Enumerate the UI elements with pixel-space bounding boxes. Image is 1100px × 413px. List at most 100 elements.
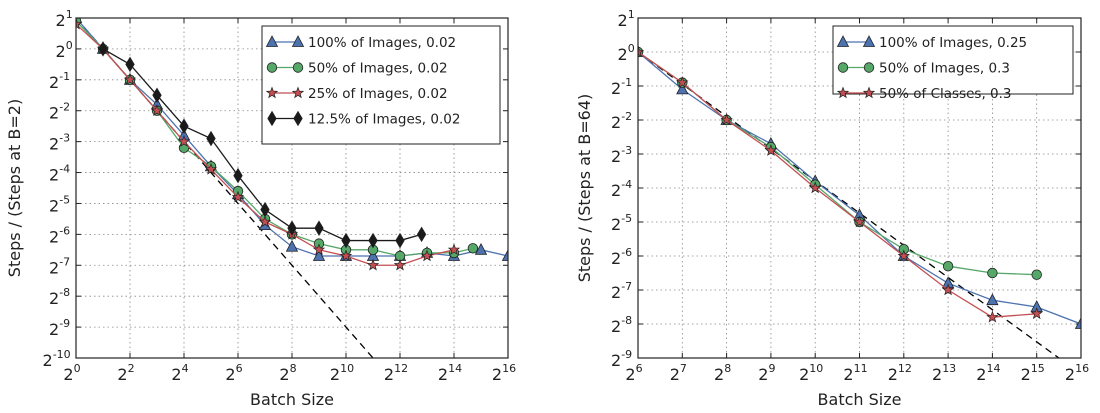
x-tick-label: 20	[63, 362, 80, 384]
legend-entry: 50% of Classes, 0.3	[836, 86, 1012, 102]
x-tick-label: 212	[888, 362, 912, 384]
y-axis-label: Steps / (Steps at B=2)	[5, 99, 24, 277]
data-point-star	[809, 181, 822, 194]
legend-label: 25% of Images, 0.02	[308, 86, 448, 102]
ticks: 20 22 24 26 28 210 212 214 216 21 20 2-1 2-2 2-3 2-4 2-…	[43, 8, 517, 384]
data-point-triangle	[312, 249, 326, 261]
y-tick-label: 2-9	[49, 317, 70, 339]
data-point-diamond	[152, 87, 162, 104]
data-point-triangle	[501, 249, 508, 261]
data-point-star	[862, 86, 876, 99]
data-point-diamond	[267, 110, 277, 127]
y-tick-label: 2-5	[49, 193, 70, 215]
x-tick-label: 216	[492, 362, 516, 384]
legend-label: 100% of Images, 0.02	[308, 35, 456, 51]
x-tick-label: 27	[670, 362, 687, 384]
data-point-star	[366, 258, 380, 271]
x-tick-label: 24	[171, 362, 188, 384]
y-tick-label: 21	[618, 8, 635, 30]
chart-right: 26 27 28 29 210 211 212 213 214 215 216 21 20 2-1 2-2 2…	[575, 8, 1089, 409]
y-tick-label: 2-6	[49, 224, 70, 246]
data-point-star	[393, 258, 407, 271]
data-point-diamond	[341, 232, 351, 249]
data-point-star	[265, 86, 279, 99]
data-point-diamond	[395, 232, 405, 249]
legend-label: 50% of Images, 0.3	[879, 61, 1010, 77]
x-tick-label: 22	[117, 362, 134, 384]
y-tick-label: 2-8	[611, 314, 632, 336]
data-point-star	[312, 243, 326, 256]
y-tick-label: 2-7	[611, 280, 632, 302]
data-point-circle	[467, 243, 479, 254]
data-point-star	[204, 162, 218, 175]
data-point-triangle	[676, 82, 689, 95]
data-point-star	[447, 243, 461, 256]
data-point-triangle	[291, 35, 305, 47]
legend-entry: 25% of Images, 0.02	[265, 86, 448, 102]
data-point-circle	[292, 62, 304, 73]
x-tick-label: 213	[932, 362, 956, 384]
plot-frame	[75, 17, 509, 359]
x-tick-label: 210	[330, 362, 354, 384]
data-point-star	[150, 104, 164, 116]
y-tick-label: 2-5	[611, 212, 632, 234]
x-tick-label: 29	[758, 362, 775, 384]
data-point-diamond	[233, 167, 243, 184]
data-point-triangle	[836, 35, 850, 47]
y-tick-label: 2-4	[611, 178, 632, 200]
series-2	[76, 18, 461, 271]
data-point-star	[853, 215, 866, 228]
x-tick-label: 26	[225, 362, 242, 384]
data-point-star	[836, 86, 850, 99]
x-tick-label: 211	[843, 362, 867, 384]
data-point-star	[177, 135, 191, 147]
chart-left: 20 22 24 26 28 210 212 214 216 21 20 2-1 2-2 2-3 2-4 2-…	[5, 8, 516, 409]
data-point-diamond	[314, 220, 324, 236]
plot-area	[76, 18, 508, 358]
data-point-star	[638, 45, 645, 58]
x-tick-label: 216	[1065, 362, 1089, 384]
data-point-circle	[266, 62, 278, 73]
x-tick-label: 212	[384, 362, 408, 384]
data-point-triangle	[265, 35, 279, 47]
legend-entry: 12.5% of Images, 0.02	[267, 110, 460, 128]
series-3	[98, 41, 427, 249]
data-point-star	[676, 76, 689, 88]
data-point-diamond	[179, 118, 189, 134]
y-tick-label: 2-2	[49, 101, 70, 123]
data-point-star	[76, 18, 83, 30]
data-point-star	[231, 190, 245, 203]
data-point-star	[720, 113, 733, 126]
data-point-diamond	[125, 56, 135, 73]
y-tick-label: 2-4	[49, 163, 70, 185]
legend-entry: 50% of Images, 0.3	[837, 61, 1010, 77]
plot-area	[638, 45, 1081, 358]
y-tick-label: 2-2	[611, 110, 632, 132]
x-tick-label: 210	[799, 362, 823, 384]
y-tick-label: 2-8	[49, 286, 70, 308]
legend: 100% of Images, 0.02 50% of Images, 0.02 2…	[261, 25, 501, 145]
y-tick-label: 20	[56, 39, 73, 61]
data-point-star	[291, 86, 305, 99]
series-2	[638, 45, 1043, 323]
legend-label: 50% of Images, 0.02	[308, 61, 448, 77]
legend: 100% of Images, 0.25 50% of Images, 0.3 50…	[832, 25, 1074, 102]
data-point-triangle	[862, 35, 876, 47]
data-point-diamond	[260, 201, 270, 218]
data-point-star	[764, 144, 778, 156]
plot-frame	[637, 17, 1082, 359]
legend-entry: 100% of Images, 0.02	[265, 35, 456, 51]
data-point-diamond	[293, 110, 303, 127]
x-tick-label: 214	[438, 362, 462, 384]
x-tick-label: 214	[976, 362, 1000, 384]
data-point-triangle	[986, 293, 999, 306]
x-tick-label: 26	[625, 362, 642, 384]
y-tick-label: 2-6	[611, 246, 632, 268]
data-point-star	[1030, 307, 1043, 320]
x-axis-label: Batch Size	[818, 390, 902, 409]
y-tick-label: 2-1	[49, 70, 70, 92]
data-point-circle	[1031, 269, 1042, 280]
data-point-triangle	[1074, 317, 1081, 329]
data-point-diamond	[206, 130, 216, 147]
legend-label: 12.5% of Images, 0.02	[308, 112, 460, 128]
